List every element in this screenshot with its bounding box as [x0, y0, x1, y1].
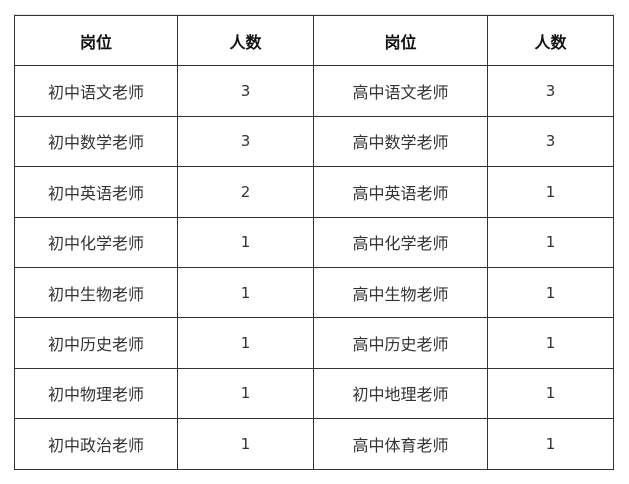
column-header-count: 人数 — [487, 14, 614, 67]
position-cell: 初中政治老师 — [14, 418, 178, 470]
position-cell: 高中历史老师 — [313, 317, 488, 369]
count-cell: 1 — [487, 367, 614, 420]
count-cell: 3 — [177, 65, 314, 117]
table-row: 初中物理老师 1 初中地理老师 1 — [14, 367, 614, 420]
position-cell: 初中历史老师 — [14, 317, 178, 369]
table-row: 初中英语老师 2 高中英语老师 1 — [14, 166, 614, 218]
count-cell: 1 — [487, 317, 614, 369]
table-row: 初中政治老师 1 高中体育老师 1 — [14, 418, 614, 470]
table-row: 初中数学老师 3 高中数学老师 3 — [14, 115, 614, 168]
position-cell: 高中语文老师 — [313, 65, 488, 117]
position-cell: 初中地理老师 — [313, 367, 488, 420]
position-cell: 高中生物老师 — [313, 266, 488, 319]
table-row: 初中语文老师 3 高中语文老师 3 — [14, 65, 614, 117]
count-cell: 1 — [487, 166, 614, 218]
column-header-count: 人数 — [177, 14, 314, 67]
count-cell: 1 — [177, 418, 314, 470]
table-row: 初中历史老师 1 高中历史老师 1 — [14, 317, 614, 369]
position-cell: 初中物理老师 — [14, 367, 178, 420]
count-cell: 3 — [487, 65, 614, 117]
count-cell: 1 — [487, 266, 614, 319]
count-cell: 1 — [177, 317, 314, 369]
position-cell: 初中英语老师 — [14, 166, 178, 218]
position-cell: 初中生物老师 — [14, 266, 178, 319]
positions-table: 岗位 人数 岗位 人数 初中语文老师 3 高中语文老师 3 初中数学老师 3 高中数学老师 3 初中英… — [14, 14, 614, 470]
position-cell: 高中英语老师 — [313, 166, 488, 218]
column-header-position: 岗位 — [14, 14, 178, 67]
count-cell: 3 — [487, 115, 614, 168]
position-cell: 初中化学老师 — [14, 216, 178, 268]
header-row: 岗位 人数 岗位 人数 — [14, 14, 614, 67]
position-cell: 初中语文老师 — [14, 65, 178, 117]
divider — [12, 14, 616, 15]
count-cell: 1 — [487, 216, 614, 268]
table-row: 初中生物老师 1 高中生物老师 1 — [14, 266, 614, 319]
count-cell: 1 — [177, 266, 314, 319]
position-cell: 高中化学老师 — [313, 216, 488, 268]
count-cell: 1 — [177, 367, 314, 420]
count-cell: 1 — [177, 216, 314, 268]
position-cell: 高中体育老师 — [313, 418, 488, 470]
position-cell: 初中数学老师 — [14, 115, 178, 168]
column-header-position: 岗位 — [313, 14, 488, 67]
table-row: 初中化学老师 1 高中化学老师 1 — [14, 216, 614, 268]
count-cell: 2 — [177, 166, 314, 218]
position-cell: 高中数学老师 — [313, 115, 488, 168]
count-cell: 3 — [177, 115, 314, 168]
count-cell: 1 — [487, 418, 614, 470]
